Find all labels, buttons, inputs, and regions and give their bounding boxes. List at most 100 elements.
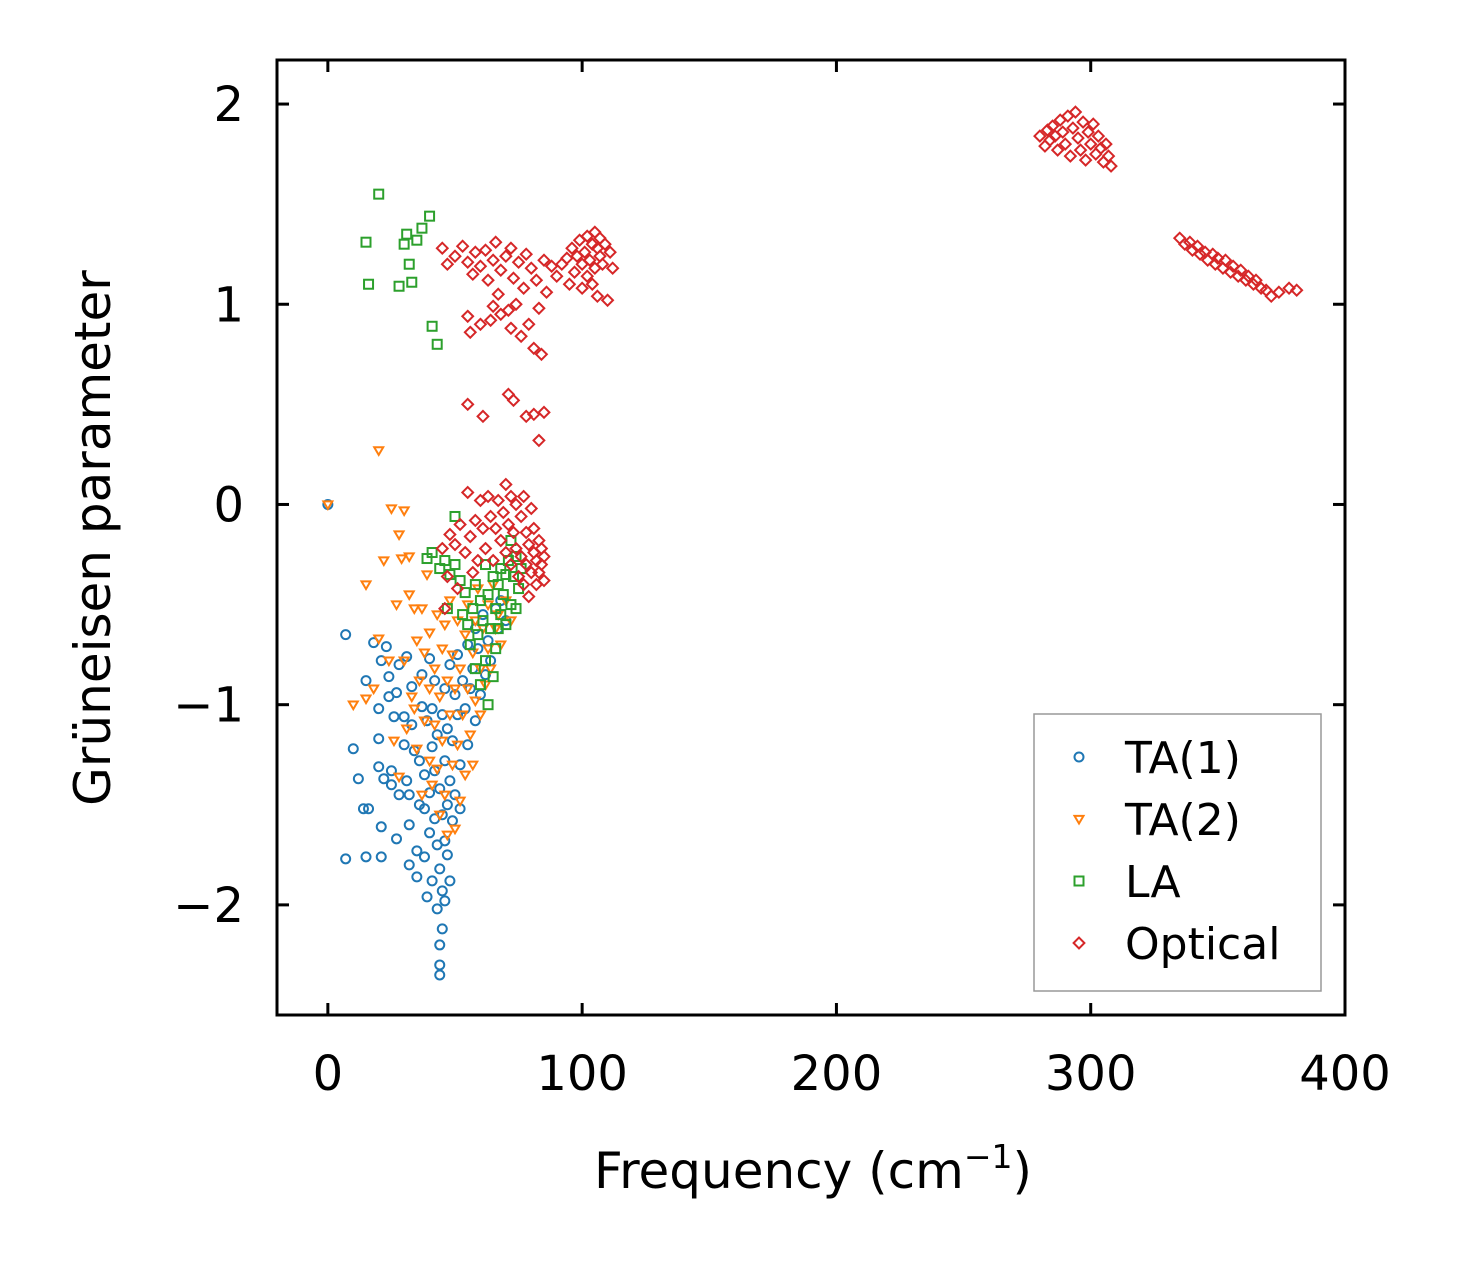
- data-point: [477, 615, 489, 627]
- data-point: [499, 249, 513, 264]
- data-point: [514, 509, 528, 524]
- data-point: [516, 281, 531, 296]
- data-point: [480, 669, 492, 681]
- data-point: [1058, 137, 1073, 151]
- data-point: [360, 675, 372, 687]
- data-point: [467, 603, 479, 615]
- data-point: [511, 255, 526, 270]
- data-point: [448, 537, 462, 552]
- data-point: [456, 710, 469, 722]
- data-point: [372, 446, 385, 457]
- y-tick-label: −2: [173, 878, 244, 934]
- data-point: [461, 684, 474, 696]
- data-point: [516, 489, 531, 504]
- data-point: [377, 556, 391, 567]
- data-point: [450, 581, 465, 596]
- data-point: [380, 641, 392, 653]
- data-point: [373, 733, 385, 745]
- data-point: [438, 620, 452, 632]
- data-point: [398, 711, 410, 723]
- data-point: [465, 565, 480, 580]
- data-point: [1068, 105, 1083, 119]
- data-point: [1104, 159, 1118, 173]
- data-point: [443, 710, 457, 722]
- data-point: [1246, 277, 1261, 292]
- data-point: [443, 596, 457, 608]
- data-point: [405, 692, 419, 704]
- data-point: [473, 259, 488, 274]
- legend-marker: [1072, 936, 1086, 950]
- data-point: [363, 803, 375, 815]
- data-point: [359, 580, 373, 592]
- data-point: [509, 541, 523, 556]
- data-point: [481, 273, 495, 288]
- series-optical: [435, 105, 1304, 616]
- data-point: [1177, 237, 1192, 252]
- data-point: [504, 241, 518, 256]
- data-point: [444, 775, 456, 787]
- data-point: [474, 595, 486, 607]
- data-point: [434, 959, 446, 971]
- data-point: [567, 265, 582, 280]
- data-point: [401, 228, 413, 240]
- data-point: [1239, 273, 1253, 288]
- data-point: [383, 671, 395, 683]
- data-point: [496, 505, 511, 520]
- data-point: [524, 261, 539, 276]
- legend: TA(1) TA(2) LA Optical: [1033, 713, 1322, 992]
- data-point: [1086, 117, 1101, 131]
- data-point: [406, 681, 418, 693]
- data-point: [460, 309, 475, 324]
- data-point: [509, 297, 523, 312]
- data-point: [424, 827, 436, 839]
- data-point: [411, 234, 423, 246]
- data-point: [504, 321, 518, 336]
- data-point: [436, 644, 449, 656]
- data-point: [391, 833, 403, 845]
- y-tick-label: 2: [213, 77, 244, 133]
- data-point: [1289, 283, 1304, 298]
- data-point: [415, 790, 429, 802]
- data-point: [430, 764, 444, 776]
- data-point: [514, 549, 528, 564]
- data-point: [478, 541, 493, 556]
- data-point: [497, 589, 509, 601]
- data-point: [1226, 259, 1240, 274]
- data-point: [439, 555, 451, 567]
- data-point: [367, 684, 380, 696]
- data-point: [452, 649, 464, 661]
- data-point: [595, 257, 610, 272]
- data-point: [393, 789, 405, 801]
- data-point: [426, 320, 438, 332]
- data-point: [439, 895, 451, 907]
- data-point: [1033, 129, 1047, 143]
- data-point: [340, 853, 352, 865]
- data-point: [532, 565, 546, 580]
- data-point: [423, 684, 436, 696]
- data-point: [499, 596, 513, 608]
- data-point: [440, 257, 455, 272]
- data-point: [410, 744, 424, 756]
- data-point: [469, 579, 481, 591]
- data-point: [477, 609, 489, 621]
- data-point: [1272, 285, 1286, 300]
- data-point: [549, 269, 564, 284]
- data-point: [1081, 125, 1095, 139]
- data-point: [472, 629, 484, 641]
- data-point: [433, 692, 446, 704]
- data-point: [474, 710, 487, 722]
- data-point: [493, 307, 508, 322]
- legend-marker: [1073, 875, 1085, 887]
- data-point: [1094, 141, 1108, 155]
- data-point: [474, 689, 486, 701]
- data-point: [426, 547, 438, 559]
- data-point: [1076, 115, 1090, 129]
- data-point: [426, 703, 438, 715]
- data-point: [577, 245, 592, 260]
- data-point: [403, 258, 415, 270]
- data-point: [434, 783, 446, 795]
- y-tick-label: −1: [173, 678, 244, 734]
- data-point: [413, 755, 425, 767]
- data-point: [387, 736, 401, 748]
- plot-frame: [275, 58, 1347, 1017]
